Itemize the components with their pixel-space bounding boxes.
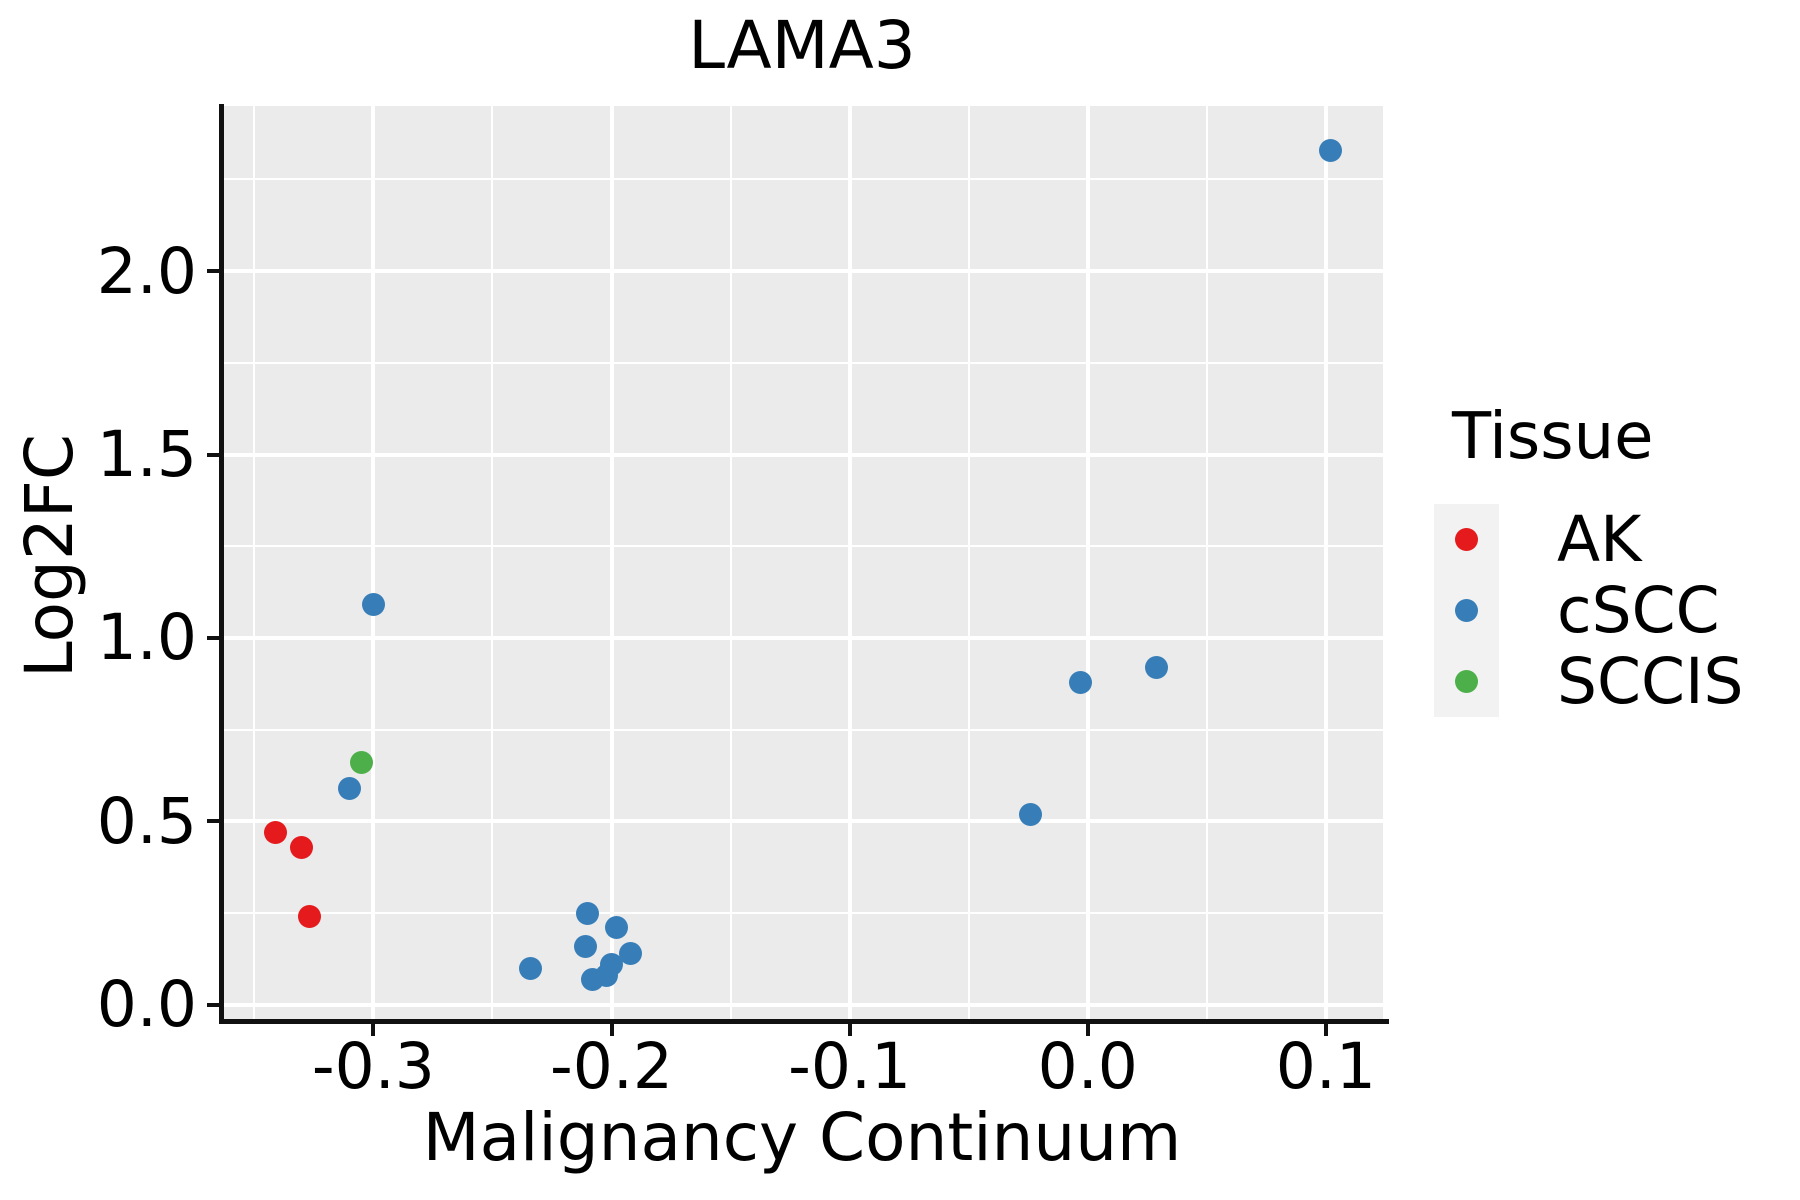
data-point-cscc <box>1145 655 1169 679</box>
x-axis-tick <box>371 1024 376 1036</box>
major-gridline-y <box>221 1002 1383 1007</box>
major-gridline-x <box>609 106 614 1021</box>
x-tick-label: -0.2 <box>550 1030 673 1103</box>
x-tick-label: -0.1 <box>788 1030 912 1103</box>
data-point-ak <box>290 835 314 859</box>
x-axis-tick <box>609 1024 614 1036</box>
major-gridline-y <box>221 635 1383 640</box>
data-point-sccis <box>349 751 373 775</box>
y-axis-tick <box>207 269 219 274</box>
y-tick-label: 1.0 <box>96 601 197 675</box>
minor-gridline-x <box>729 106 732 1021</box>
legend-title: Tissue <box>1452 400 1654 474</box>
data-point-cscc <box>361 593 385 617</box>
y-tick-label: 0.0 <box>96 968 197 1042</box>
y-axis-tick <box>207 819 219 824</box>
legend-label-cscc: cSCC <box>1557 574 1720 647</box>
major-gridline-y <box>221 269 1383 274</box>
x-tick-label: 0.1 <box>1275 1030 1376 1103</box>
plot-panel <box>221 106 1383 1021</box>
y-tick-label: 2.0 <box>96 234 197 308</box>
data-point-ak <box>264 820 288 844</box>
x-axis-title: Malignancy Continuum <box>422 1099 1182 1176</box>
legend-key-cscc <box>1434 575 1499 646</box>
x-tick-label: 0.0 <box>1037 1030 1138 1103</box>
data-point-cscc <box>338 776 362 800</box>
data-point-cscc <box>1019 802 1043 826</box>
major-gridline-y <box>221 452 1383 457</box>
data-point-cscc <box>604 916 628 940</box>
legend-marker-ak-icon <box>1455 528 1478 551</box>
data-point-cscc <box>519 956 543 980</box>
major-gridline-x <box>847 106 852 1021</box>
legend-key-sccis <box>1434 646 1499 717</box>
minor-gridline-x <box>491 106 494 1021</box>
data-point-cscc <box>1319 138 1343 162</box>
y-axis-line <box>219 104 224 1024</box>
minor-gridline-x <box>967 106 970 1021</box>
legend-key-ak <box>1434 504 1499 575</box>
legend-label-ak: AK <box>1557 503 1642 576</box>
minor-gridline-y <box>221 912 1383 915</box>
chart-title: LAMA3 <box>688 7 916 84</box>
minor-gridline-y <box>221 728 1383 731</box>
x-tick-label: -0.3 <box>311 1030 435 1103</box>
major-gridline-x <box>371 106 376 1021</box>
minor-gridline-y <box>221 361 1383 364</box>
x-axis-tick <box>1085 1024 1090 1036</box>
legend-marker-sccis-icon <box>1455 670 1478 693</box>
major-gridline-x <box>1323 106 1328 1021</box>
x-axis-line <box>219 1019 1389 1024</box>
minor-gridline-y <box>221 545 1383 548</box>
y-tick-label: 1.5 <box>96 418 197 492</box>
data-point-ak <box>297 905 321 929</box>
data-point-cscc <box>600 953 623 976</box>
legend-label-sccis: SCCIS <box>1557 645 1744 718</box>
x-axis-tick <box>847 1024 852 1036</box>
data-point-cscc <box>573 934 597 958</box>
data-point-cscc <box>576 901 600 925</box>
data-point-cscc <box>619 941 643 965</box>
y-axis-tick <box>207 635 219 640</box>
minor-gridline-x <box>253 106 256 1021</box>
y-axis-tick <box>207 452 219 457</box>
y-tick-label: 0.5 <box>96 784 197 858</box>
data-point-cscc <box>1069 670 1093 694</box>
y-axis-tick <box>207 1002 219 1007</box>
minor-gridline-x <box>1205 106 1208 1021</box>
legend-marker-cscc-icon <box>1455 599 1478 622</box>
major-gridline-y <box>221 819 1383 824</box>
major-gridline-x <box>1085 106 1090 1021</box>
x-axis-tick <box>1323 1024 1328 1036</box>
minor-gridline-y <box>221 178 1383 181</box>
